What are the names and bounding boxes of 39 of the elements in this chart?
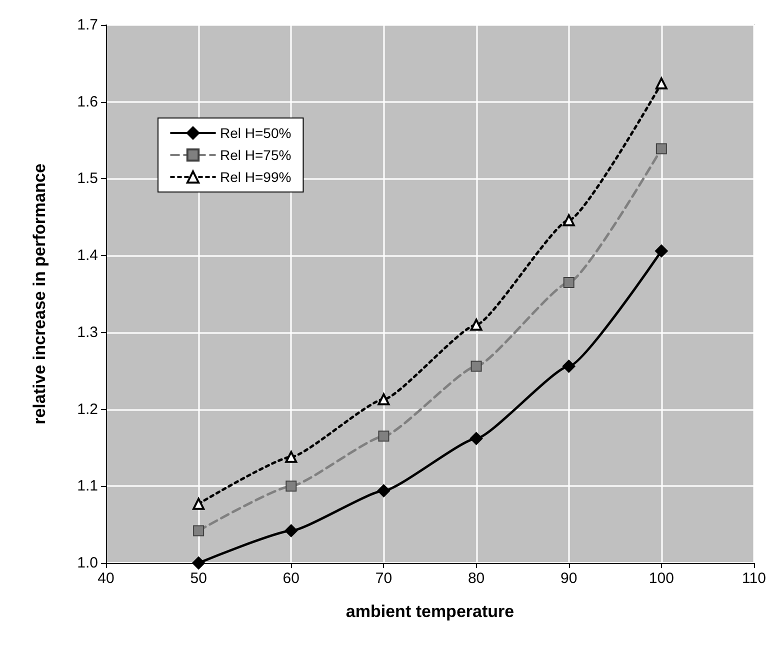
y-tick-label: 1.3 xyxy=(77,324,98,341)
point xyxy=(470,432,483,445)
x-tick-label: 70 xyxy=(375,570,392,587)
legend-label: Rel H=50% xyxy=(220,125,292,141)
x-tick-label: 50 xyxy=(190,570,207,587)
point xyxy=(656,143,667,154)
legend-label: Rel H=99% xyxy=(220,169,292,185)
point xyxy=(192,498,205,510)
point xyxy=(378,393,390,406)
x-tick-label: 40 xyxy=(98,570,114,587)
x-tick-label: 60 xyxy=(282,570,300,587)
point xyxy=(377,484,390,498)
x-tick-label: 90 xyxy=(560,570,578,587)
legend-label: Rel H=75% xyxy=(220,147,292,163)
point xyxy=(563,276,574,288)
y-tick-label: 1.6 xyxy=(77,93,98,110)
y-tick-label: 1.0 xyxy=(77,554,98,572)
point xyxy=(286,480,297,492)
point xyxy=(284,524,298,538)
x-tick-label: 110 xyxy=(742,570,766,587)
point xyxy=(562,360,576,373)
y-tick-label: 1.4 xyxy=(77,247,98,264)
y-axis-title: relative increase in performance xyxy=(30,164,49,424)
point xyxy=(562,214,575,226)
point xyxy=(470,360,482,372)
x-tick-label: 100 xyxy=(648,570,674,587)
y-tick-label: 1.5 xyxy=(77,170,98,188)
point xyxy=(655,77,668,90)
y-tick-label: 1.7 xyxy=(77,16,98,34)
y-tick-label: 1.1 xyxy=(77,478,98,495)
point xyxy=(654,244,668,258)
x-axis-title: ambient temperature xyxy=(346,602,514,621)
point xyxy=(192,556,206,570)
point xyxy=(378,430,390,442)
x-tick-label: 80 xyxy=(468,570,485,587)
point xyxy=(470,318,482,331)
point xyxy=(285,450,298,463)
point xyxy=(193,525,204,536)
y-tick-label: 1.2 xyxy=(77,400,98,418)
